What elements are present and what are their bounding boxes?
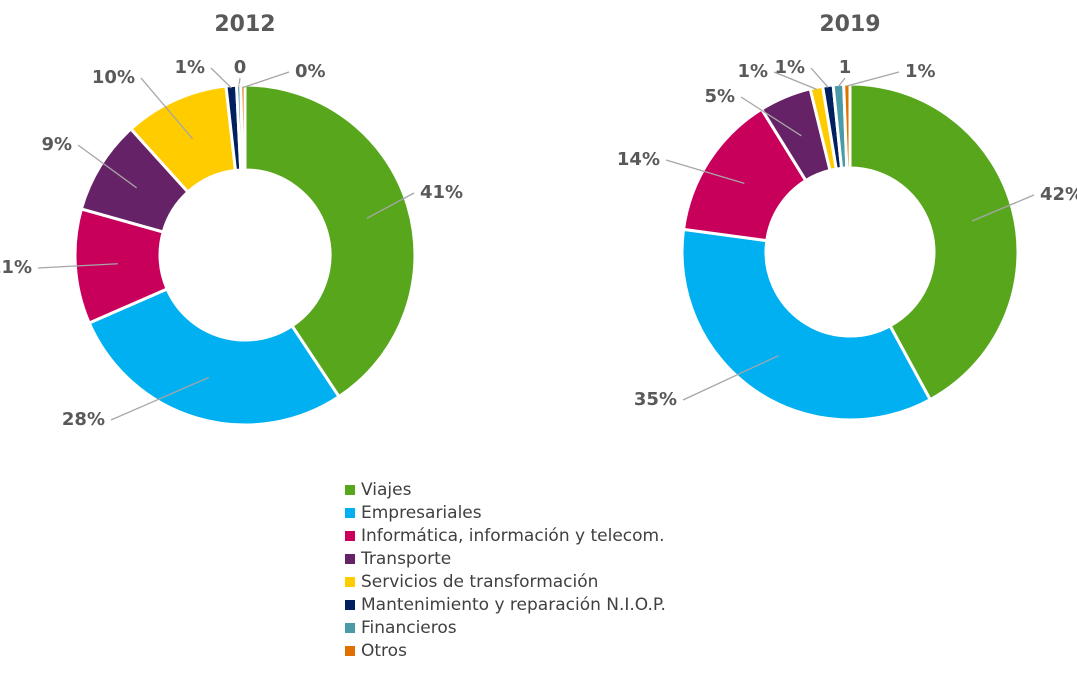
legend-swatch — [345, 600, 355, 610]
chart-title: 2012 — [214, 12, 275, 37]
data-label: 42% — [1040, 184, 1077, 205]
legend-label: Transporte — [360, 549, 451, 569]
leader-line — [773, 71, 818, 90]
legend-label: Empresariales — [361, 503, 482, 523]
leader-line — [37, 263, 118, 269]
data-label: 0% — [295, 61, 326, 82]
data-label: 14% — [617, 149, 660, 170]
slice — [239, 83, 247, 172]
leader-line — [210, 67, 232, 89]
slice — [842, 82, 852, 170]
data-label: 10% — [92, 67, 135, 88]
legend-label: Otros — [361, 641, 407, 661]
slice — [848, 82, 1020, 402]
legend-swatch — [345, 623, 355, 633]
data-label: 35% — [634, 389, 677, 410]
legend-swatch — [345, 531, 355, 541]
leader-line — [110, 376, 210, 421]
leader-line — [366, 192, 415, 219]
legend-swatch — [345, 646, 355, 656]
slice — [87, 287, 342, 427]
leader-line — [740, 96, 802, 137]
data-label: 1% — [174, 57, 205, 78]
leader-line — [837, 77, 846, 87]
data-label: 1% — [774, 57, 805, 78]
leader-line — [682, 355, 779, 401]
data-label: 9% — [41, 134, 72, 155]
legend-swatch — [345, 508, 355, 518]
data-label: 1% — [737, 61, 768, 82]
leader-line — [77, 144, 138, 189]
leader-line — [971, 194, 1035, 222]
data-label: 1 — [839, 57, 852, 78]
leader-line — [140, 77, 194, 140]
leader-line — [846, 71, 900, 87]
legend-swatch — [345, 554, 355, 564]
data-label: 5% — [704, 86, 735, 107]
legend-swatch — [345, 577, 355, 587]
data-label: 11% — [0, 257, 32, 278]
data-label: 41% — [420, 182, 463, 203]
legend-label: Servicios de transformación — [361, 572, 598, 592]
data-label: 1% — [905, 61, 936, 82]
leader-line — [810, 67, 829, 88]
legend-label: Viajes — [361, 480, 412, 500]
legend-label: Mantenimiento y reparación N.I.O.P. — [361, 595, 666, 615]
legend-label: Financieros — [361, 618, 457, 638]
leader-line — [242, 71, 290, 89]
chart-title: 2019 — [819, 12, 880, 37]
leader-line — [665, 159, 745, 184]
data-label: 28% — [62, 409, 105, 430]
legend-swatch — [345, 485, 355, 495]
slice — [243, 83, 417, 399]
data-label: 0 — [234, 57, 247, 78]
leader-line — [238, 77, 241, 88]
legend-label: Informática, información y telecom. — [361, 526, 665, 546]
